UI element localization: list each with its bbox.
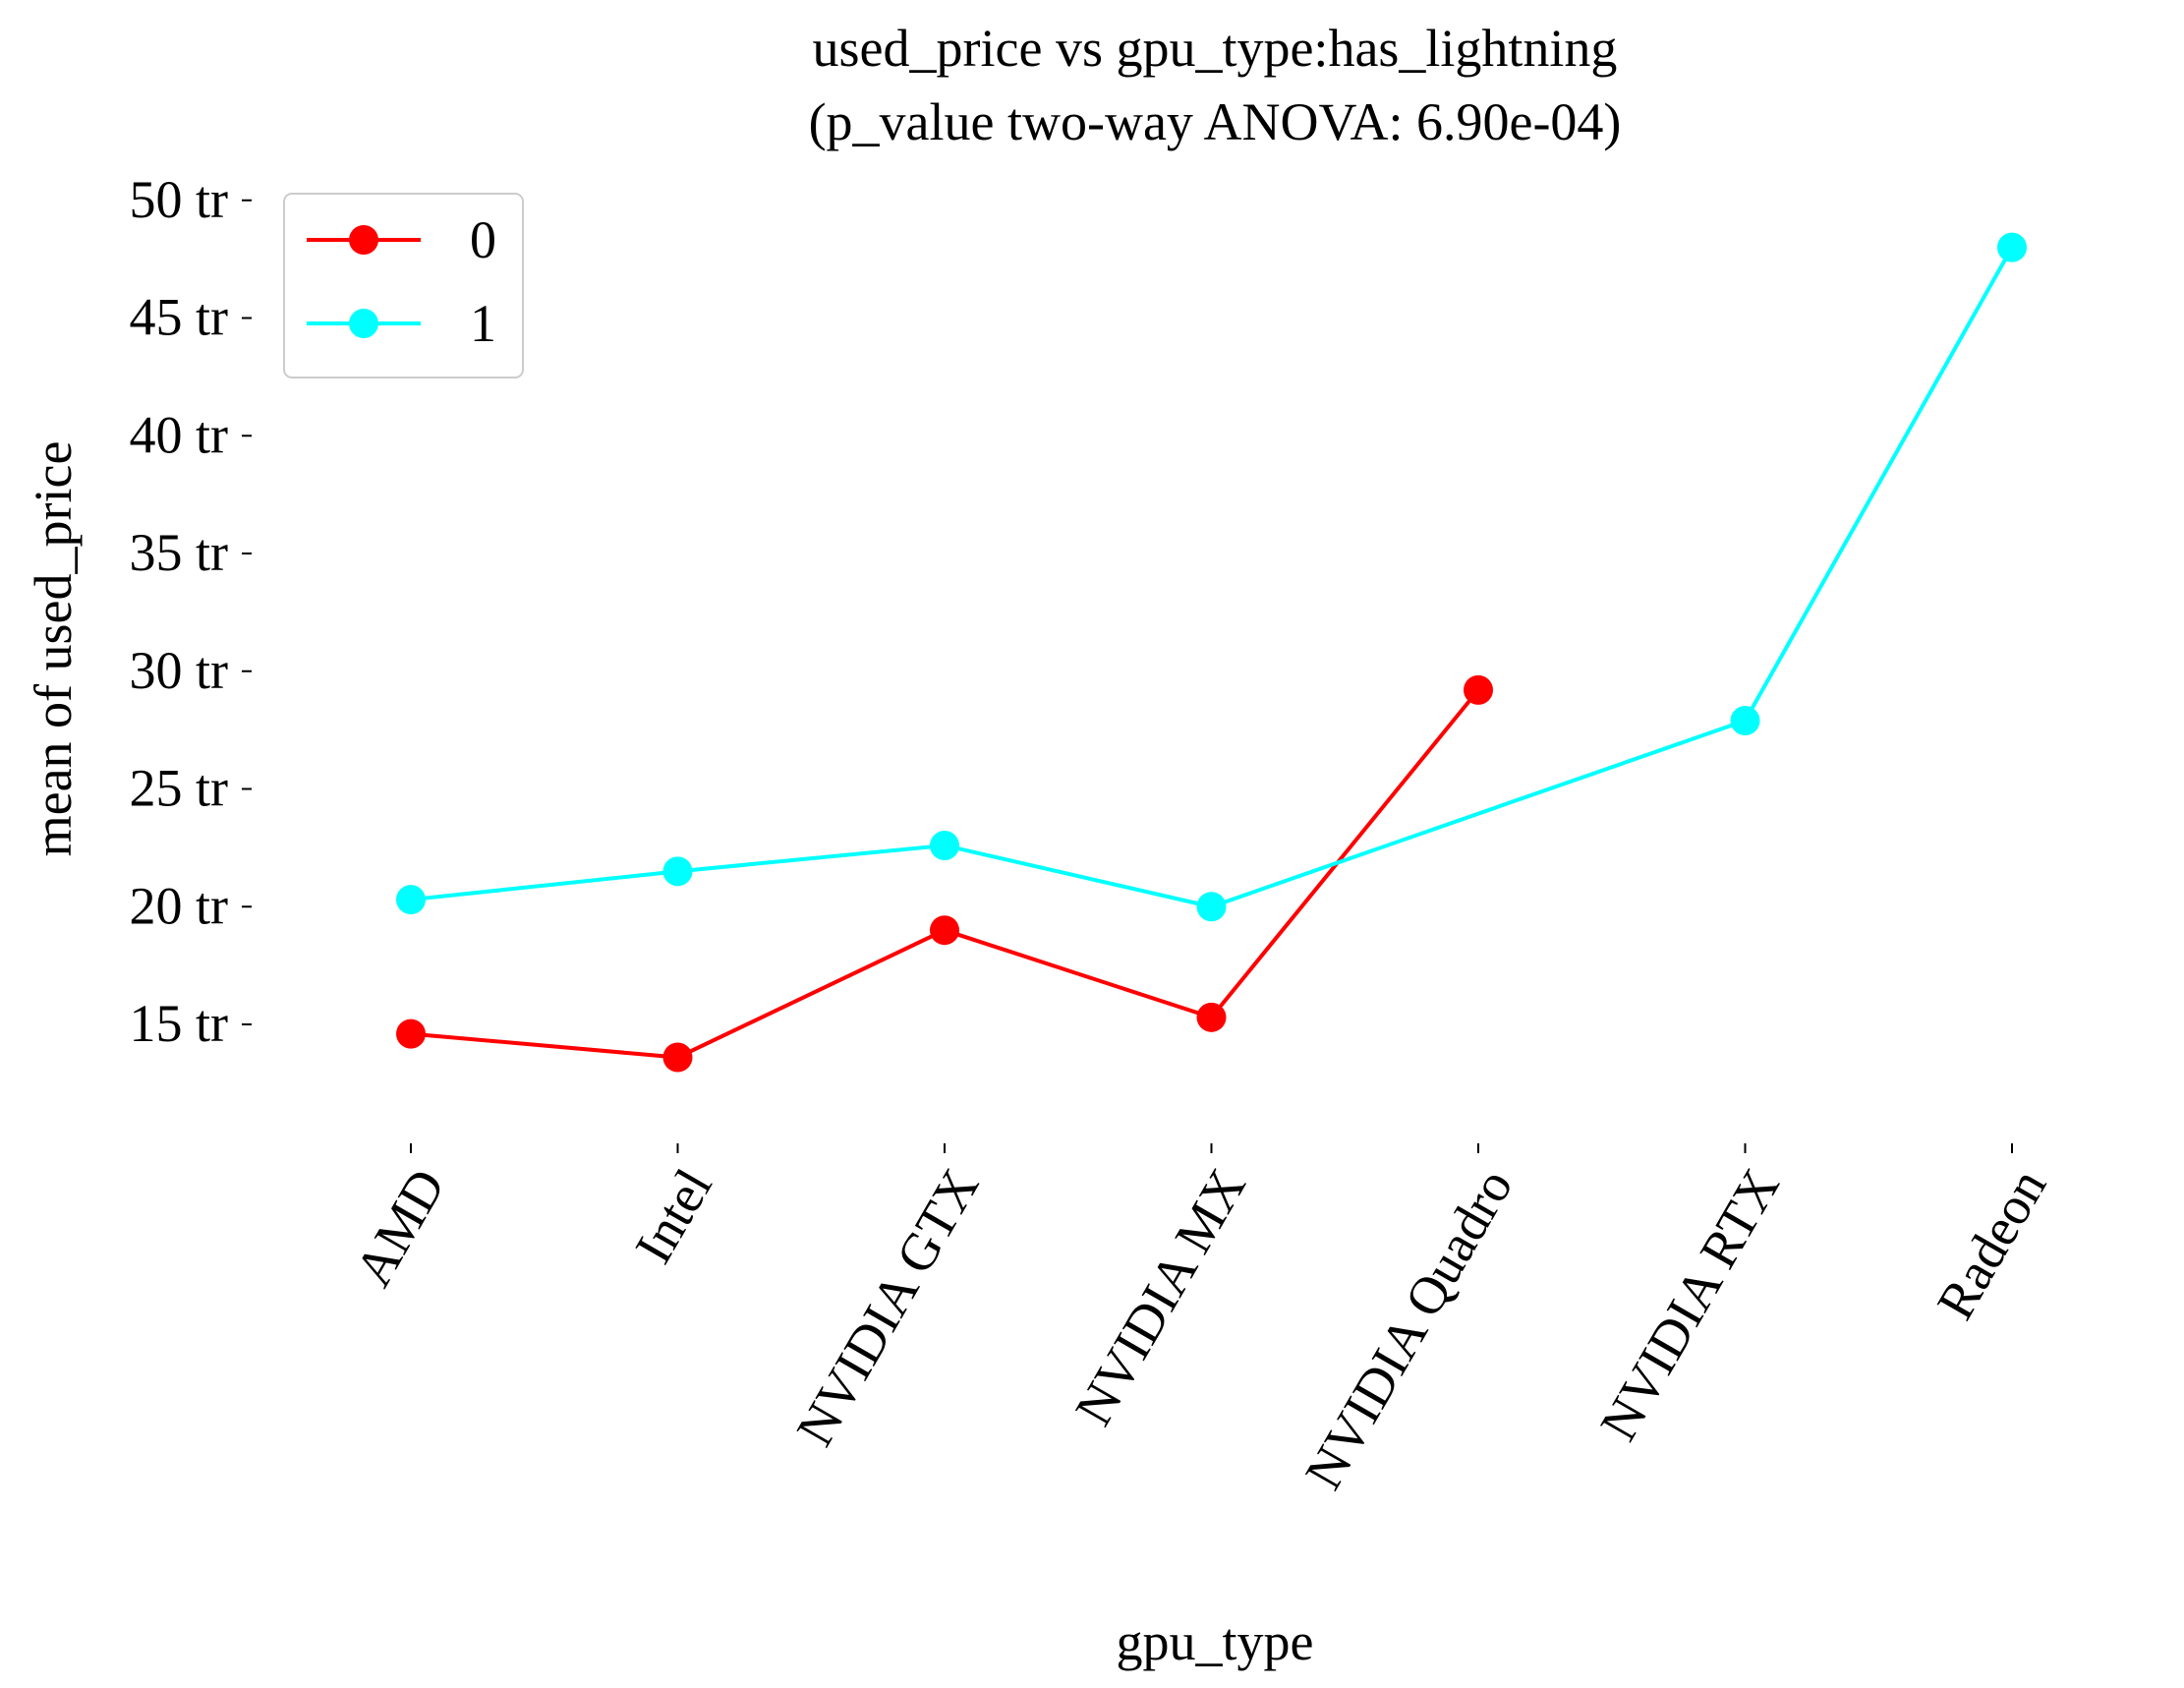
series-1-line <box>410 246 2014 909</box>
x-tick-label-intel: Intel <box>623 1159 722 1273</box>
chart-title-line1: used_price vs gpu_type:has_lightning <box>813 19 1618 78</box>
y-axis-ticks: 15 tr 20 tr 25 tr 30 tr 35 tr 40 tr 45 tr 50 tr <box>130 170 252 1053</box>
series-1-point-nvidia-gtx <box>930 830 959 860</box>
x-tick-label-nvidia-mx: NVIDIA MX <box>1063 1159 1257 1435</box>
series-0-point-intel <box>662 1042 693 1073</box>
x-tick-label-nvidia-gtx: NVIDIA GTX <box>785 1159 991 1455</box>
x-tick-label-nvidia-rtx: NVIDIA RTX <box>1588 1159 1791 1450</box>
series-1-point-amd <box>396 885 426 915</box>
series-0-point-nvidia-mx <box>1196 1002 1227 1032</box>
x-tick-label-nvidia-quadro: NVIDIA Quadro <box>1293 1159 1523 1499</box>
y-tick-label-30: 30 tr <box>130 641 229 700</box>
y-tick-label-45: 45 tr <box>130 288 229 347</box>
y-tick-label-15: 15 tr <box>130 994 229 1053</box>
y-axis-label: mean of used_price <box>24 441 83 857</box>
x-axis-ticks: AMD Intel NVIDIA GTX NVIDIA MX NVIDIA Quadro… <box>343 1143 2057 1499</box>
y-tick-label-35: 35 tr <box>130 523 229 582</box>
x-tick-label-radeon: Radeon <box>1925 1159 2057 1329</box>
series-1-point-nvidia-mx <box>1196 892 1227 922</box>
series-0-point-amd <box>396 1019 426 1049</box>
series-1-point-radeon <box>1997 232 2027 262</box>
series-0-line <box>410 688 1480 1060</box>
y-tick-label-50: 50 tr <box>130 170 229 229</box>
legend-label-1: 1 <box>470 294 496 353</box>
x-axis-label: gpu_type <box>1117 1612 1314 1671</box>
y-tick-label-25: 25 tr <box>130 759 229 818</box>
series-1-point-intel <box>662 856 693 887</box>
legend-marker-0 <box>349 225 378 255</box>
legend: 01 <box>283 193 524 378</box>
series-layer <box>396 232 2027 1073</box>
legend-marker-1 <box>349 309 378 338</box>
series-1-point-nvidia-rtx <box>1730 706 1760 736</box>
series-0-point-nvidia-quadro <box>1464 674 1493 705</box>
chart-title-line2: (p_value two-way ANOVA: 6.90e-04) <box>809 92 1622 151</box>
series-0-point-nvidia-gtx <box>930 915 959 946</box>
y-tick-label-20: 20 tr <box>130 876 229 935</box>
x-tick-label-amd: AMD <box>343 1159 456 1296</box>
legend-label-0: 0 <box>470 210 496 269</box>
y-tick-label-40: 40 tr <box>130 405 229 464</box>
